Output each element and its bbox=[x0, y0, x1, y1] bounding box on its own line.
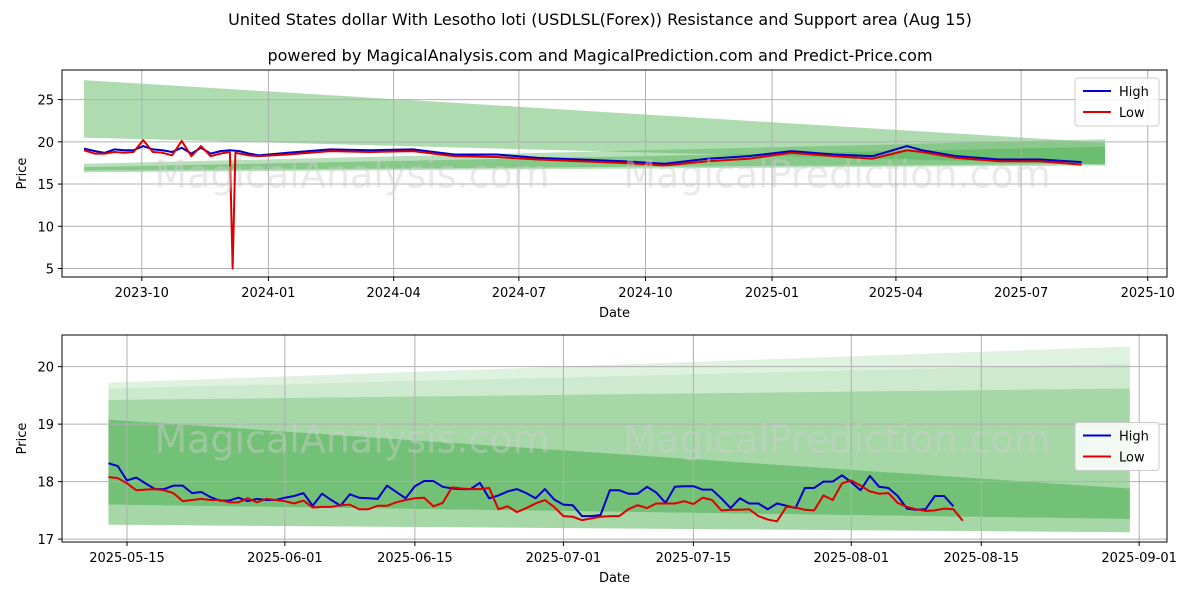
plot-frame bbox=[61, 334, 1168, 543]
series-line-low bbox=[83, 139, 1082, 270]
x-tick-label: 2025-07-15 bbox=[656, 551, 732, 566]
sr-band bbox=[84, 146, 1106, 171]
x-tick-label: 2024-01 bbox=[241, 286, 295, 301]
x-tick-label: 2025-04 bbox=[869, 286, 923, 301]
chart-title: United States dollar With Lesotho loti (… bbox=[228, 10, 972, 29]
y-axis-label: Price bbox=[15, 423, 30, 455]
y-axis-label: Price bbox=[15, 158, 30, 190]
x-tick-label: 2024-10 bbox=[618, 286, 672, 301]
sr-band bbox=[108, 504, 1130, 533]
x-tick-label: 2025-09-01 bbox=[1101, 551, 1177, 566]
x-tick-label: 2025-07 bbox=[994, 286, 1048, 301]
chart-subtitle: powered by MagicalAnalysis.com and Magic… bbox=[267, 46, 933, 65]
legend-label-low: Low bbox=[1119, 451, 1145, 466]
y-tick-label: 19 bbox=[37, 418, 54, 433]
sr-band bbox=[108, 346, 1130, 389]
x-tick-label: 2025-08-15 bbox=[944, 551, 1020, 566]
sr-band bbox=[108, 363, 1130, 400]
watermark-text: MagicalAnalysis.com bbox=[154, 418, 549, 462]
legend-label-high: High bbox=[1119, 430, 1149, 445]
sr-band bbox=[108, 419, 1130, 519]
legend-label-low: Low bbox=[1119, 106, 1145, 121]
series-line-low bbox=[108, 476, 964, 523]
x-tick-label: 2025-06-01 bbox=[247, 551, 323, 566]
y-tick-label: 18 bbox=[37, 476, 54, 491]
series-line-high bbox=[108, 462, 955, 518]
x-tick-label: 2025-06-15 bbox=[377, 551, 453, 566]
x-tick-label: 2025-05-15 bbox=[89, 551, 165, 566]
x-axis-label: Date bbox=[599, 571, 630, 586]
x-tick-label: 2024-07 bbox=[492, 286, 546, 301]
watermark-text: MagicalAnalysis.com bbox=[154, 153, 549, 197]
y-tick-label: 10 bbox=[37, 220, 54, 235]
plot-frame bbox=[61, 69, 1168, 278]
y-tick-label: 5 bbox=[46, 263, 54, 278]
x-tick-label: 2025-10 bbox=[1121, 286, 1175, 301]
y-tick-label: 20 bbox=[37, 136, 54, 151]
x-tick-label: 2025-07-01 bbox=[526, 551, 602, 566]
x-tick-label: 2024-04 bbox=[366, 286, 420, 301]
watermark-text: MagicalPrediction.com bbox=[623, 153, 1051, 197]
y-tick-label: 15 bbox=[37, 178, 54, 193]
watermark-text: MagicalPrediction.com bbox=[623, 418, 1051, 462]
sr-band bbox=[108, 388, 1130, 489]
x-tick-label: 2023-10 bbox=[115, 286, 169, 301]
chart-panel-2: 2025-05-15 2025-06-01 2025-06-15 2025-07-01… bbox=[15, 334, 1177, 586]
sr-band bbox=[84, 80, 1106, 165]
y-tick-label: 17 bbox=[37, 533, 54, 548]
x-tick-label: 2025-08-01 bbox=[814, 551, 890, 566]
y-tick-label: 20 bbox=[37, 361, 54, 376]
x-axis-label: Date bbox=[599, 306, 630, 321]
x-tick-label: 2025-01 bbox=[745, 286, 799, 301]
series-line-high bbox=[83, 145, 1082, 165]
legend-label-high: High bbox=[1119, 85, 1149, 100]
sr-band bbox=[84, 139, 1106, 173]
chart-panel-1: 2023-10 2024-01 2024-04 2024-07 2024-10 2025-… bbox=[15, 69, 1175, 321]
y-tick-label: 25 bbox=[37, 94, 54, 109]
